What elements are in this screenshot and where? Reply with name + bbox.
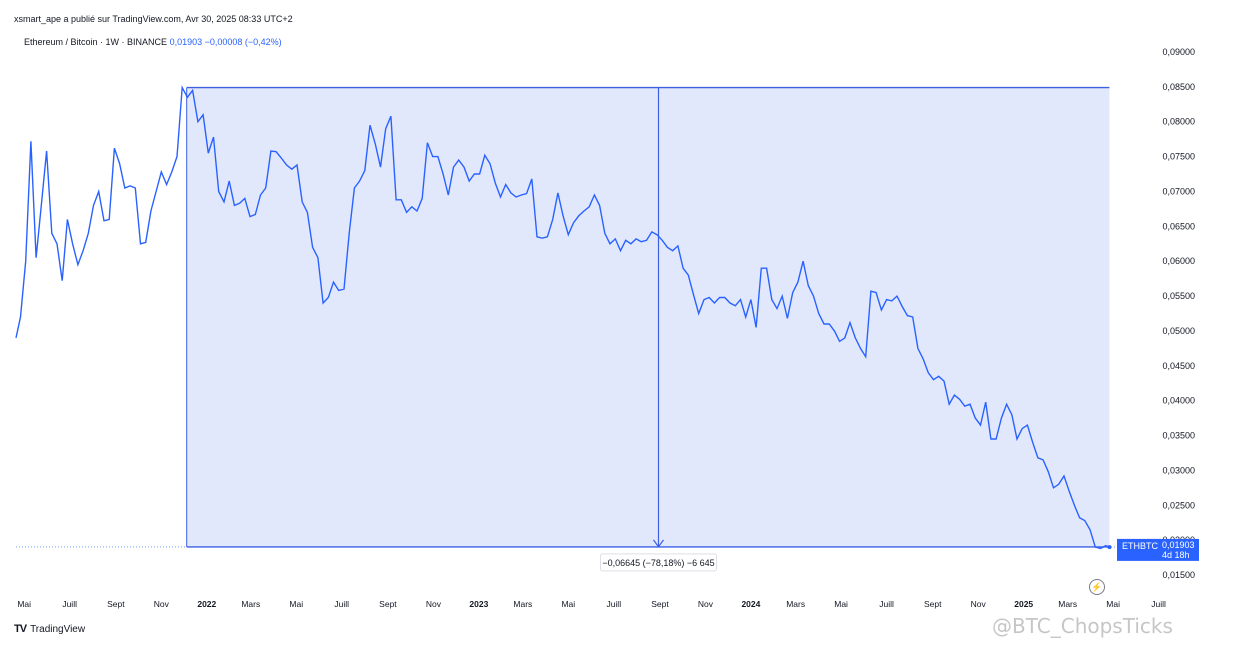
y-tick-label: 0,05000 (1162, 326, 1195, 336)
x-tick-label: Mai (1106, 599, 1120, 609)
price-line-series (15, 85, 1110, 550)
x-tick-label: Mai (834, 599, 848, 609)
measure-range-fill (186, 87, 1110, 547)
last-price-dot (1107, 545, 1112, 550)
x-tick-label: Juill (879, 599, 894, 609)
x-tick-label: Mars (1058, 599, 1077, 609)
price-tag: ETHBTC 0,01903 4d 18h (1117, 538, 1199, 561)
x-tick-label: Mai (561, 599, 575, 609)
y-tick-label: 0,03000 (1162, 465, 1195, 475)
x-tick-label: 2023 (469, 599, 488, 609)
publisher-line: xsmart_ape a publié sur TradingView.com,… (14, 14, 293, 24)
y-tick-label: 0,08000 (1162, 117, 1195, 127)
x-tick-label: Juill (334, 599, 349, 609)
x-tick-label: Mai (289, 599, 303, 609)
y-tick-label: 0,02500 (1162, 500, 1195, 510)
x-tick-label: 2024 (741, 599, 760, 609)
x-tick-label: Mai (17, 599, 31, 609)
y-tick-label: 0,08500 (1162, 82, 1195, 92)
y-tick-label: 0,01500 (1162, 570, 1195, 580)
y-tick-label: 0,04500 (1162, 361, 1195, 371)
tradingview-text: TradingView (30, 623, 86, 635)
price-tag-countdown: 4d 18h (1162, 550, 1190, 560)
price-tag-ticker: ETHBTC (1122, 541, 1159, 551)
y-tick-label: 0,06500 (1162, 221, 1195, 231)
x-tick-label: Mars (241, 599, 260, 609)
x-tick-label: 2022 (197, 599, 216, 609)
y-tick-label: 0,07500 (1162, 152, 1195, 162)
x-tick-label: Mars (513, 599, 532, 609)
symbol-text: Ethereum / Bitcoin · 1W · BINANCE (24, 37, 168, 47)
price-axis[interactable]: 0,09000 0,08500 0,08000 0,07500 0,07000 0,065… (1162, 47, 1195, 580)
measure-label: −0,06645 (−78,18%) −6 645 (600, 553, 717, 572)
x-tick-label: Juill (606, 599, 621, 609)
price-change: −0,00008 (−0,42%) (204, 37, 282, 47)
x-tick-label: Sept (107, 599, 125, 609)
tv-mark-icon: TV (14, 623, 27, 635)
price-tag-value: 0,01903 (1162, 540, 1195, 550)
measure-label-text: −0,06645 (−78,18%) −6 645 (602, 558, 714, 568)
last-value: 0,01903 (169, 37, 203, 47)
time-axis[interactable]: Mai Juill Sept Nov 2022 Mars Mai Juill Sept Nov 20… (17, 599, 1166, 609)
y-tick-label: 0,06000 (1162, 256, 1195, 266)
y-tick-label: 0,03500 (1162, 431, 1195, 441)
y-tick-label: 0,05500 (1162, 291, 1195, 301)
x-tick-label: 2025 (1014, 599, 1033, 609)
x-tick-label: Nov (154, 599, 170, 609)
measure-label-bg (600, 553, 717, 572)
y-tick-label: 0,07000 (1162, 186, 1195, 196)
x-tick-label: Sept (379, 599, 397, 609)
x-tick-label: Nov (426, 599, 442, 609)
measure-range-box[interactable] (186, 86, 1110, 548)
y-tick-label: 0,09000 (1162, 47, 1195, 57)
lightning-icon[interactable]: ⚡ (1089, 579, 1105, 595)
x-tick-label: Nov (698, 599, 714, 609)
x-tick-label: Juill (62, 599, 77, 609)
watermark-text: @BTC_ChopsTicks (992, 614, 1173, 638)
x-tick-label: Nov (971, 599, 987, 609)
x-tick-label: Mars (786, 599, 805, 609)
symbol-legend[interactable]: Ethereum / Bitcoin · 1W · BINANCE 0,0190… (24, 37, 282, 47)
y-tick-label: 0,04000 (1162, 396, 1195, 406)
x-tick-label: Sept (924, 599, 942, 609)
x-tick-label: Sept (651, 599, 669, 609)
price-tag-bg (1117, 538, 1199, 561)
tradingview-logo: TV TradingView (14, 623, 85, 635)
x-tick-label: Juill (1151, 599, 1166, 609)
